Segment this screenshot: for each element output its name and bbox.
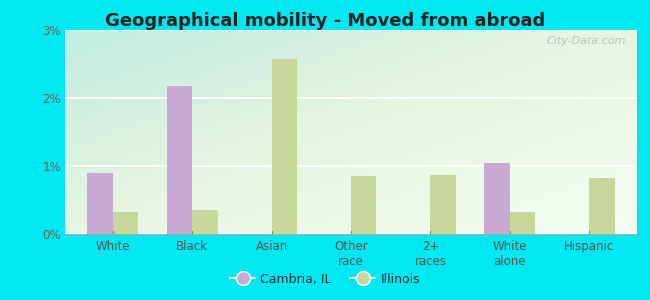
- Legend: Cambria, IL, Illinois: Cambria, IL, Illinois: [225, 268, 425, 291]
- Text: Geographical mobility - Moved from abroad: Geographical mobility - Moved from abroa…: [105, 12, 545, 30]
- Text: City-Data.com: City-Data.com: [546, 36, 625, 46]
- Bar: [87, 173, 112, 234]
- Bar: [430, 175, 456, 234]
- Bar: [112, 212, 138, 234]
- Bar: [484, 163, 510, 234]
- Bar: [590, 178, 615, 234]
- Bar: [166, 86, 192, 234]
- Bar: [272, 58, 297, 234]
- Bar: [351, 176, 376, 234]
- Bar: [510, 212, 536, 234]
- Bar: [192, 210, 218, 234]
